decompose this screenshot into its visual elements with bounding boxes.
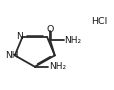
- Text: NH: NH: [5, 51, 18, 60]
- Text: N: N: [16, 32, 22, 41]
- Text: NH₂: NH₂: [64, 36, 81, 45]
- Text: NH₂: NH₂: [48, 62, 65, 71]
- Text: O: O: [46, 25, 53, 34]
- Text: HCl: HCl: [91, 17, 107, 26]
